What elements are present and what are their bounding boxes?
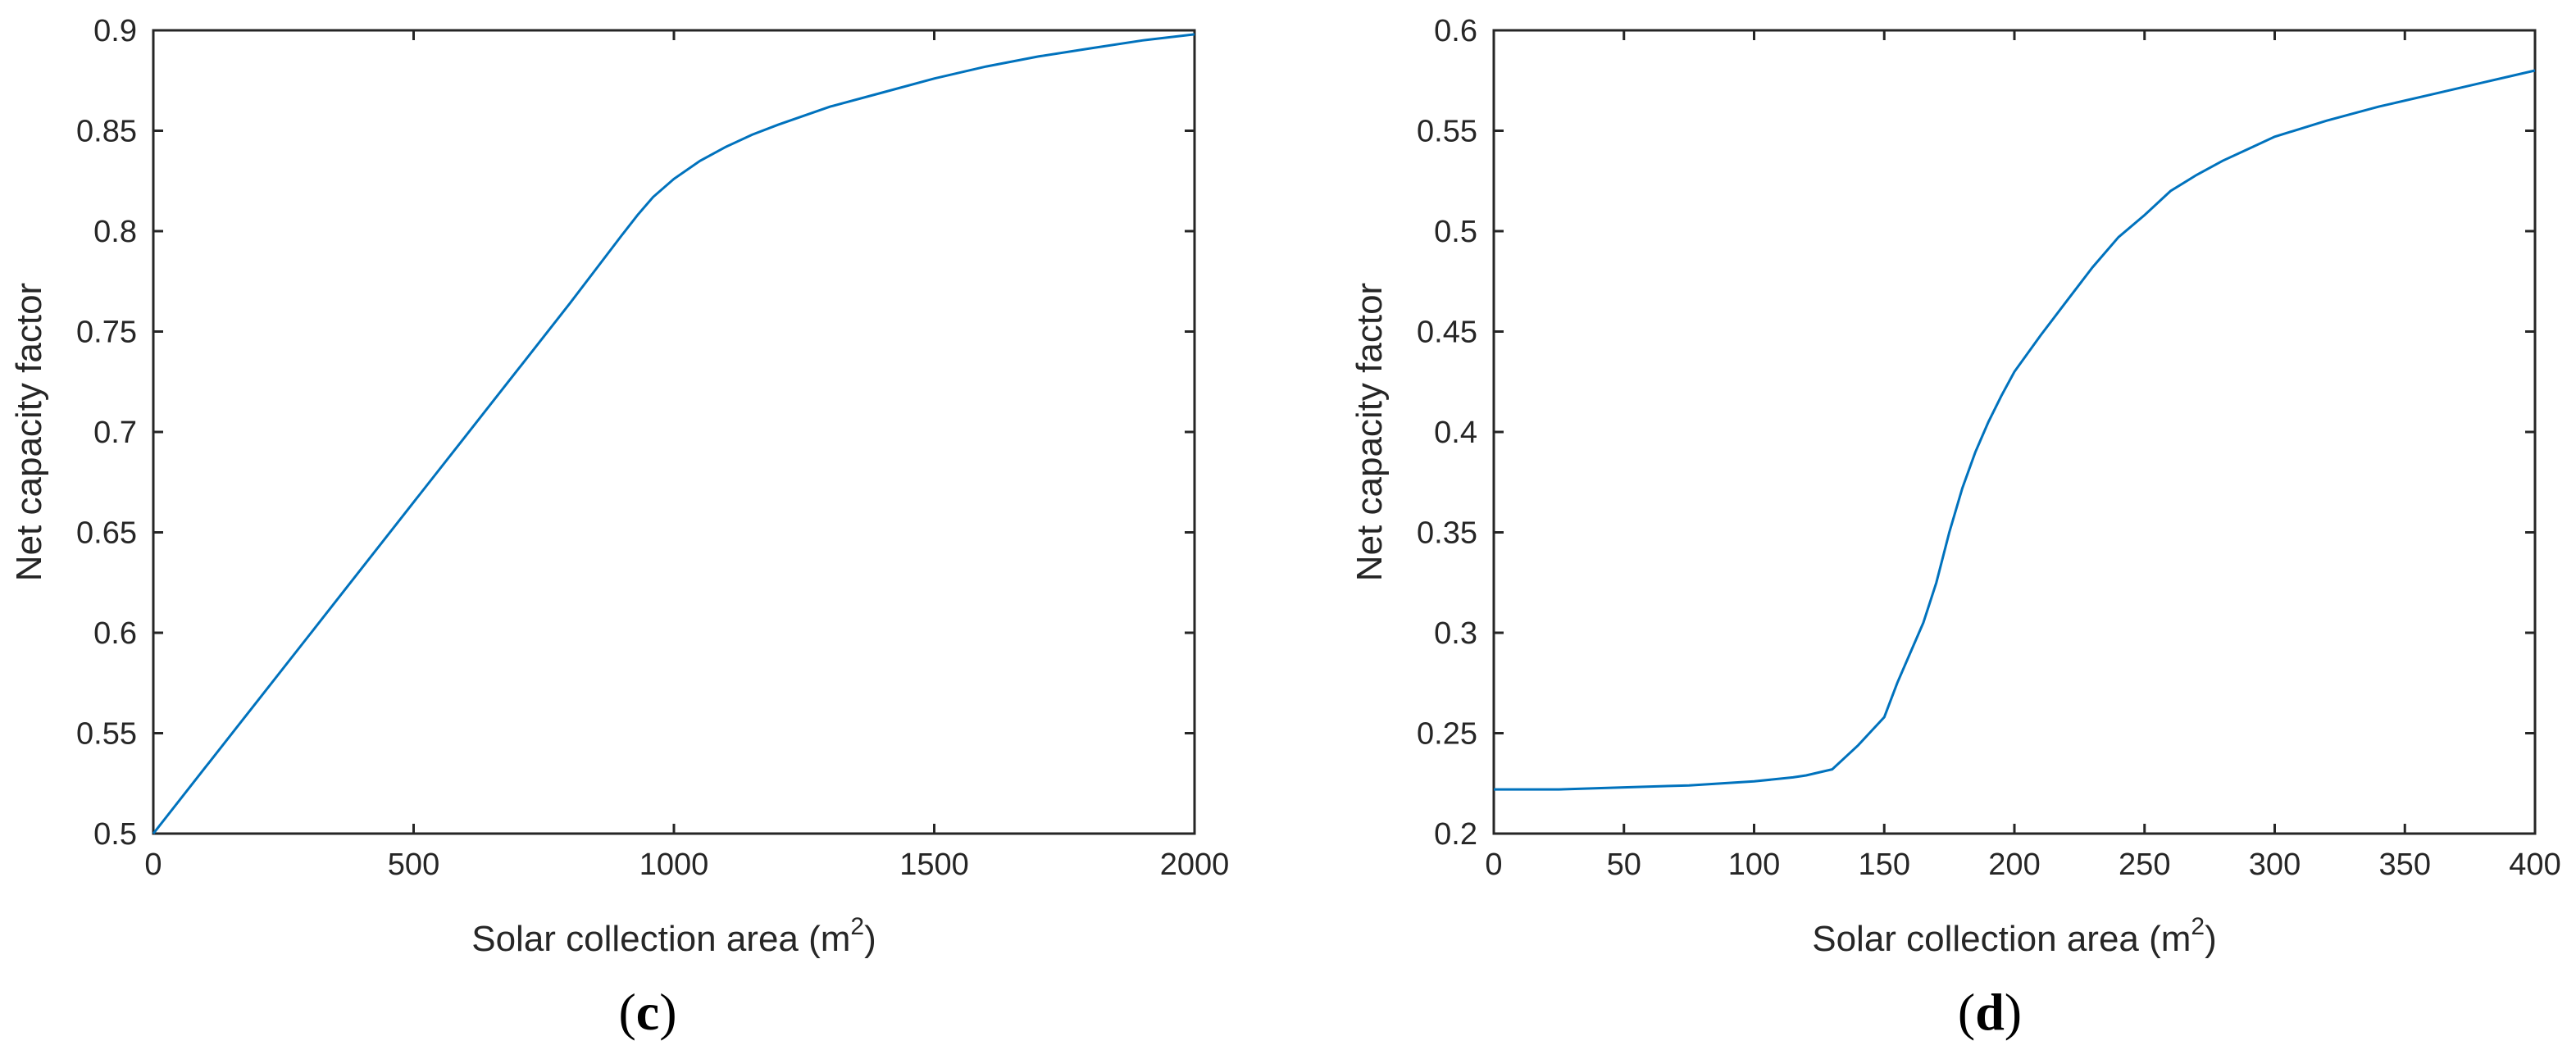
- x-tick-label-d: 350: [2379, 848, 2431, 882]
- y-tick-label-c: 0.8: [93, 215, 137, 249]
- y-tick-label-d: 0.25: [1417, 717, 1477, 752]
- x-tick-labels-c: 0 500 1000 1500 2000: [144, 848, 1229, 882]
- y-axis-label-c: Net capacity factor: [9, 283, 49, 581]
- x-tick-label-c: 500: [388, 848, 439, 882]
- x-tick-label-d: 300: [2249, 848, 2301, 882]
- chart-panel-c: 0 500 1000 1500 2000 0.50.550.60.650.70.750.…: [9, 14, 1229, 1041]
- x-axis-label-c: Solar collection area (m2): [471, 913, 876, 959]
- x-tick-label-d: 200: [1988, 848, 2040, 882]
- x-tick-label-d: 400: [2509, 848, 2560, 882]
- x-tick-label-c: 0: [144, 848, 162, 882]
- y-tick-label-c: 0.75: [76, 316, 137, 350]
- x-tick-label-d: 150: [1859, 848, 1910, 882]
- plot-area-d: [1492, 29, 2537, 835]
- y-tick-label-c: 0.7: [93, 416, 137, 450]
- y-tick-label-d: 0.45: [1417, 316, 1477, 350]
- x-axis-label-sup-c: 2: [850, 913, 864, 940]
- y-axis-label-d: Net capacity factor: [1349, 283, 1390, 581]
- x-axis-label-d: Solar collection area (m2): [1812, 913, 2217, 959]
- series-line-c: [152, 33, 1195, 834]
- y-tick-label-d: 0.2: [1434, 817, 1477, 852]
- ticks-d: [1492, 29, 2537, 835]
- chart-panel-d: 0 50 100 150 200 250 300 350 400 0.20.250.30.350…: [1349, 14, 2561, 1041]
- x-tick-labels-d: 0 50 100 150 200 250 300 350 400: [1485, 848, 2560, 882]
- panel-label-d: (d): [1958, 983, 2022, 1041]
- y-tick-labels-d: 0.2 0.25 0.3 0.35 0.4 0.45 0.5 0.55 0.6: [1417, 14, 1477, 852]
- plot-area-c: [152, 29, 1196, 835]
- y-tick-label-c: 0.55: [76, 717, 137, 752]
- x-tick-label-c: 1000: [639, 848, 709, 882]
- x-tick-label-c: 1500: [899, 848, 969, 882]
- panel-label-c: (c): [618, 983, 676, 1041]
- x-axis-label-sup-d: 2: [2191, 913, 2205, 940]
- y-tick-label-d: 0.6: [1434, 14, 1477, 48]
- y-tick-label-d: 0.3: [1434, 616, 1477, 651]
- x-tick-label-d: 100: [1728, 848, 1780, 882]
- y-tick-label-c: 0.65: [76, 516, 137, 551]
- y-tick-label-c: 0.9: [93, 14, 137, 48]
- x-tick-label-d: 250: [2119, 848, 2170, 882]
- x-tick-label-c: 2000: [1160, 848, 1230, 882]
- y-tick-label-d: 0.5: [1434, 215, 1477, 249]
- series-line-d: [1494, 69, 2536, 791]
- y-tick-label-c: 0.5: [93, 817, 137, 852]
- x-tick-label-d: 0: [1485, 848, 1502, 882]
- y-tick-labels-c: 0.5 0.55 0.6 0.65 0.7 0.75 0.8 0.85 0.9: [76, 14, 137, 852]
- x-tick-label-d: 50: [1607, 848, 1641, 882]
- y-tick-label-d: 0.55: [1417, 115, 1477, 149]
- ticks-c: [152, 29, 1196, 835]
- y-tick-label-c: 0.6: [93, 616, 137, 651]
- y-tick-label-d: 0.35: [1417, 516, 1477, 551]
- y-tick-label-d: 0.4: [1434, 416, 1477, 450]
- y-tick-label-c: 0.85: [76, 115, 137, 149]
